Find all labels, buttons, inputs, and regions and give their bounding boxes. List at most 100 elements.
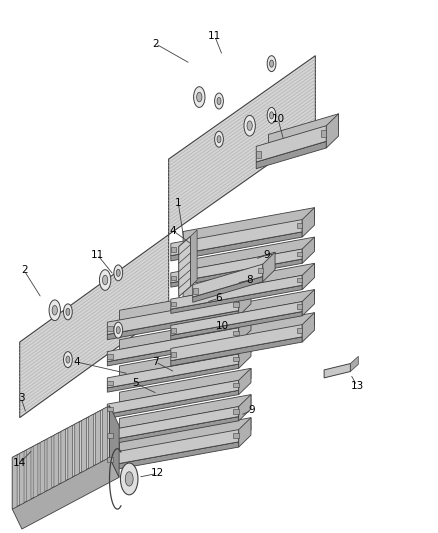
Polygon shape [107, 416, 239, 445]
Polygon shape [107, 442, 239, 471]
Polygon shape [169, 55, 315, 235]
Polygon shape [171, 259, 302, 287]
Circle shape [215, 93, 223, 109]
Polygon shape [239, 394, 251, 421]
Circle shape [194, 87, 205, 107]
Polygon shape [107, 298, 251, 334]
Circle shape [217, 135, 221, 143]
Polygon shape [12, 457, 119, 529]
Text: 9: 9 [264, 249, 271, 260]
Polygon shape [297, 278, 302, 282]
Text: 5: 5 [132, 378, 139, 389]
Polygon shape [120, 286, 251, 322]
Polygon shape [321, 130, 326, 137]
Polygon shape [107, 407, 239, 440]
Polygon shape [171, 285, 302, 313]
Circle shape [116, 269, 120, 277]
Text: 10: 10 [272, 114, 285, 124]
Polygon shape [107, 338, 239, 366]
Polygon shape [258, 268, 263, 273]
Text: 14: 14 [13, 458, 26, 468]
Polygon shape [297, 252, 302, 256]
Text: 4: 4 [170, 225, 177, 236]
Text: 11: 11 [208, 31, 221, 41]
Polygon shape [183, 313, 314, 349]
Polygon shape [171, 232, 302, 261]
Polygon shape [107, 364, 239, 392]
Polygon shape [263, 252, 275, 281]
Polygon shape [54, 433, 59, 487]
Polygon shape [233, 383, 239, 387]
Polygon shape [302, 237, 314, 263]
Polygon shape [61, 429, 66, 483]
Polygon shape [171, 220, 302, 256]
Polygon shape [107, 390, 239, 418]
Polygon shape [102, 407, 107, 461]
Polygon shape [47, 437, 52, 491]
Polygon shape [193, 264, 263, 297]
Polygon shape [107, 326, 113, 331]
Polygon shape [120, 342, 251, 376]
Text: 1: 1 [175, 198, 182, 208]
Polygon shape [171, 302, 176, 306]
Polygon shape [268, 114, 339, 150]
Polygon shape [107, 430, 251, 466]
Polygon shape [171, 220, 314, 256]
Polygon shape [179, 236, 191, 297]
Circle shape [269, 112, 273, 119]
Polygon shape [40, 440, 45, 495]
Polygon shape [171, 273, 314, 309]
Polygon shape [171, 337, 302, 366]
Polygon shape [171, 249, 302, 283]
Polygon shape [171, 247, 176, 252]
Circle shape [116, 327, 120, 334]
Polygon shape [107, 378, 251, 414]
Polygon shape [107, 298, 239, 334]
Polygon shape [256, 141, 326, 168]
Text: 2: 2 [21, 265, 28, 276]
Polygon shape [26, 447, 31, 502]
Circle shape [64, 304, 72, 320]
Polygon shape [193, 264, 275, 297]
Polygon shape [107, 381, 113, 385]
Text: 4: 4 [73, 357, 80, 367]
Text: 13: 13 [350, 381, 364, 391]
Polygon shape [302, 208, 314, 237]
Polygon shape [107, 311, 239, 340]
Polygon shape [171, 325, 314, 361]
Circle shape [269, 60, 273, 67]
Circle shape [99, 270, 111, 290]
Text: 7: 7 [152, 357, 159, 367]
Polygon shape [233, 302, 239, 307]
Polygon shape [205, 252, 275, 285]
Circle shape [244, 115, 255, 136]
Polygon shape [183, 263, 314, 297]
Polygon shape [120, 394, 251, 429]
Circle shape [49, 300, 60, 320]
Text: 2: 2 [152, 39, 159, 49]
Polygon shape [239, 316, 251, 342]
Polygon shape [239, 418, 251, 447]
Text: 10: 10 [216, 321, 229, 331]
Circle shape [125, 472, 133, 486]
Polygon shape [88, 414, 94, 469]
Polygon shape [171, 300, 314, 335]
Polygon shape [33, 444, 38, 498]
Circle shape [267, 107, 276, 123]
Polygon shape [171, 311, 302, 340]
Polygon shape [193, 277, 263, 302]
Polygon shape [107, 430, 239, 466]
Polygon shape [256, 151, 261, 158]
Polygon shape [239, 286, 251, 316]
Polygon shape [297, 328, 302, 333]
Polygon shape [302, 263, 314, 289]
Polygon shape [171, 275, 302, 309]
Polygon shape [239, 368, 251, 394]
Text: 6: 6 [215, 293, 223, 303]
Polygon shape [297, 223, 302, 228]
Polygon shape [95, 410, 100, 465]
Polygon shape [20, 235, 169, 418]
Polygon shape [68, 425, 73, 480]
Text: 9: 9 [248, 406, 255, 416]
Polygon shape [324, 364, 350, 378]
